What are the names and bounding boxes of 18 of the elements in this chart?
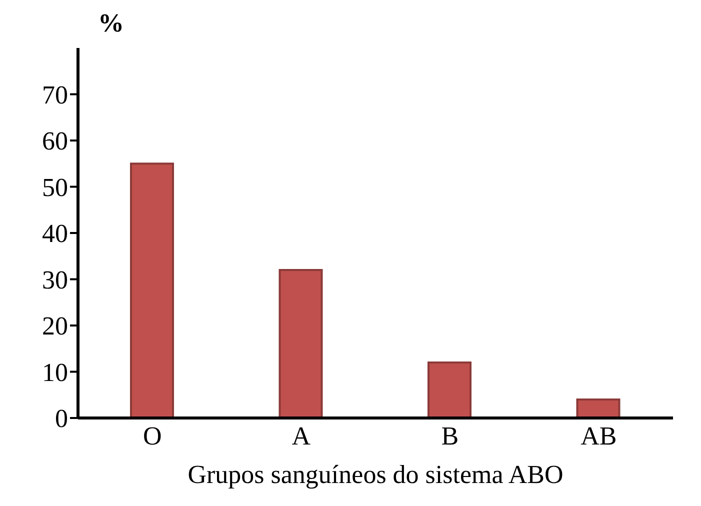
y-axis-title: %: [98, 8, 124, 38]
y-tick-label: 10: [42, 358, 68, 387]
x-tick-label: O: [142, 421, 162, 450]
y-tick-label: 20: [42, 312, 68, 341]
x-tick-label: A: [292, 421, 311, 450]
y-tick-label: 50: [42, 172, 68, 202]
bar: [130, 162, 174, 418]
bar: [428, 362, 472, 418]
bar: [278, 269, 323, 418]
y-tick-label: 60: [42, 126, 68, 156]
y-tick-label: 70: [42, 80, 68, 110]
x-tick-label: AB: [580, 421, 617, 450]
bar: [576, 398, 620, 418]
x-tick-label: B: [441, 421, 459, 450]
y-tick-label: 40: [42, 219, 68, 248]
y-tick-label: 0: [55, 404, 68, 434]
x-axis-title: Grupos sanguíneos do sistema ABO: [188, 460, 564, 489]
y-tick-label: 30: [42, 265, 68, 294]
